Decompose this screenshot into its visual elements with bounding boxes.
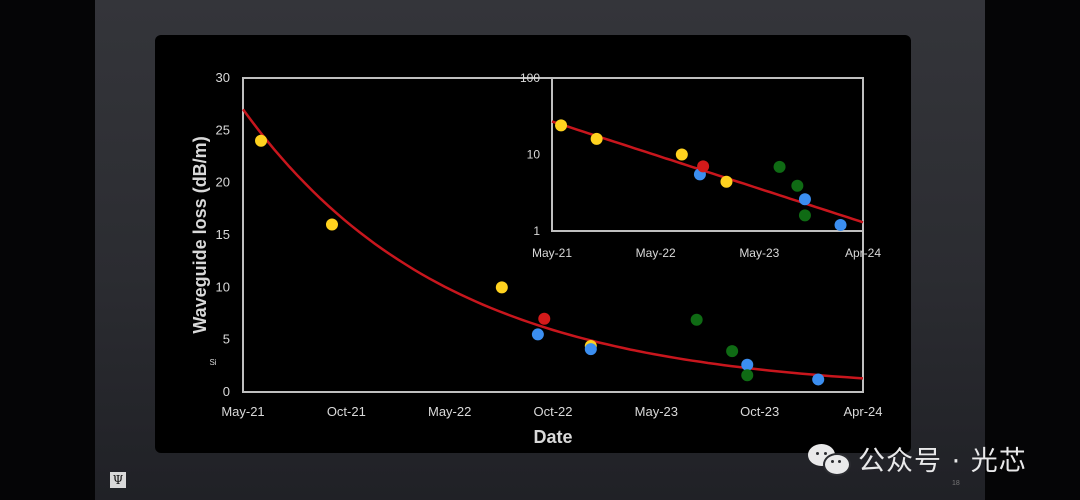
x-tick-label: May-21 [221, 404, 264, 419]
inset-data-point [697, 160, 710, 173]
x-tick-label: May-23 [635, 404, 678, 419]
x-tick-label: Oct-22 [533, 404, 572, 419]
main-data-point [538, 312, 551, 325]
main-data-point [325, 218, 338, 231]
main-data-point [584, 343, 597, 356]
page-number: 18 [952, 480, 960, 487]
left-frame-border [0, 0, 95, 500]
inset-data-point [555, 119, 568, 132]
presenter-logo-icon: Ψ [110, 472, 126, 488]
y-tick-label: 20 [216, 175, 230, 190]
x-axis-label: Date [533, 427, 572, 447]
x-tick-label: May-22 [428, 404, 471, 419]
inset-data-point [798, 209, 811, 222]
watermark-text: 公众号 · 光芯 [858, 445, 1027, 477]
inset-y-tick-label: 10 [527, 148, 541, 162]
inset-x-tick-label: Apr-24 [845, 246, 881, 260]
inset-data-point [590, 132, 603, 145]
waveguide-loss-chart: 0 5 10 15 20 25 30 May-21 Oct-21 May-22 Oct-22 May-… [190, 70, 883, 447]
x-tick-label: Oct-23 [740, 404, 779, 419]
main-data-point [495, 281, 508, 294]
inset-data-point [798, 193, 811, 206]
main-data-point [690, 313, 703, 326]
inset-data-point [791, 179, 804, 192]
main-data-point [531, 328, 544, 341]
inset-data-point [675, 148, 688, 161]
inset-data-point [720, 175, 733, 188]
inset-x-tick-label: May-22 [636, 246, 676, 260]
wechat-icon [808, 441, 851, 476]
inset-x-tick-label: May-23 [739, 246, 779, 260]
main-data-point [726, 345, 739, 358]
main-data-point [741, 358, 754, 371]
main-fit-line [241, 108, 864, 380]
inset-data-point [773, 160, 786, 173]
inset-fit-line [551, 120, 864, 224]
main-data-point [255, 134, 268, 147]
slide: 0 5 10 15 20 25 30 May-21 Oct-21 May-22 Oct-22 May-… [155, 35, 911, 453]
right-frame-border [985, 0, 1080, 500]
y-axis-label: Waveguide loss (dB/m) [190, 136, 210, 333]
inset-y-tick-label: 1 [533, 224, 540, 238]
main-data-point [741, 369, 754, 382]
wechat-watermark: 公众号 · 光芯 [808, 438, 1027, 478]
inset-y-tick-label: 100 [520, 71, 540, 85]
inset-x-tick-label: May-21 [532, 246, 572, 260]
y-tick-label: 0 [223, 384, 230, 399]
main-data-point [812, 373, 825, 386]
x-tick-label: Oct-21 [327, 404, 366, 419]
inset-data-point [834, 218, 847, 231]
si-annotation: Si [209, 358, 216, 367]
y-tick-label: 5 [223, 332, 230, 347]
y-tick-label: 30 [216, 70, 230, 85]
y-tick-label: 10 [216, 279, 230, 294]
y-tick-label: 25 [216, 122, 230, 137]
y-tick-label: 15 [216, 227, 230, 242]
x-tick-label: Apr-24 [843, 404, 882, 419]
